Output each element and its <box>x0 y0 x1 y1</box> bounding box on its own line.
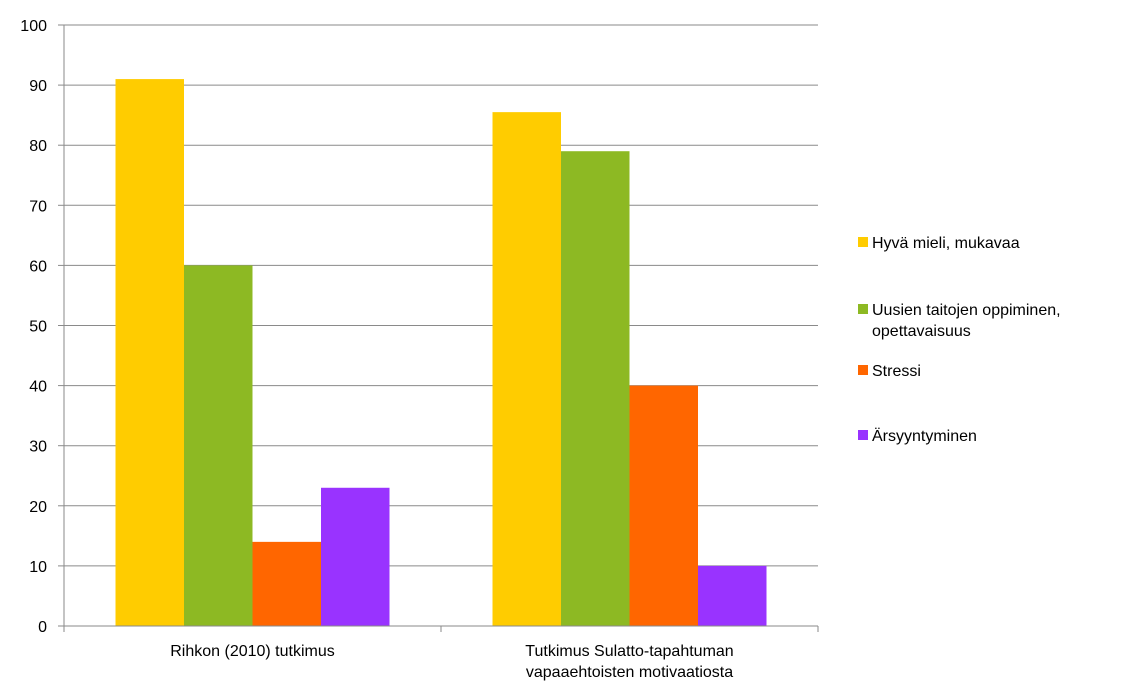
legend-label: opettavaisuus <box>872 323 971 340</box>
legend-swatch <box>858 304 868 314</box>
y-tick-label: 100 <box>20 18 47 35</box>
legend: Hyvä mieli, mukavaa Uusien taitojen oppim… <box>858 235 1061 445</box>
legend-swatch <box>858 430 868 440</box>
y-tick-label: 30 <box>29 439 47 456</box>
x-tick-label: Tutkimus Sulatto-tapahtuman <box>525 643 733 660</box>
y-tick-label: 0 <box>38 619 47 636</box>
y-tick-label: 70 <box>29 198 47 215</box>
y-tick-label: 10 <box>29 559 47 576</box>
legend-label: Stressi <box>872 363 921 380</box>
y-tick-label: 20 <box>29 499 47 516</box>
legend-label: Hyvä mieli, mukavaa <box>872 235 1020 252</box>
bar <box>698 565 767 626</box>
bar <box>115 79 184 627</box>
bar <box>492 112 561 626</box>
legend-swatch <box>858 237 868 247</box>
y-tick-label: 50 <box>29 319 47 336</box>
bar <box>321 487 390 626</box>
y-tick-label: 40 <box>29 379 47 396</box>
legend-label: Ärsyyntyminen <box>872 427 977 445</box>
legend-label: Uusien taitojen oppiminen, <box>872 302 1061 319</box>
bar <box>629 385 698 626</box>
legend-swatch <box>858 365 868 375</box>
bar <box>561 151 630 626</box>
x-tick-label: Rihkon (2010) tutkimus <box>170 643 335 660</box>
y-tick-label: 60 <box>29 258 47 275</box>
axes: 0 10 20 30 40 50 60 70 80 90 100 Rihkon (2010) tutk… <box>20 18 819 681</box>
x-tick-label: vapaaehtoisten motivaatiosta <box>526 664 733 681</box>
bar <box>252 541 321 626</box>
bars <box>115 79 767 627</box>
y-tick-label: 80 <box>29 138 47 155</box>
y-tick-label: 90 <box>29 78 47 95</box>
bar <box>184 265 253 626</box>
